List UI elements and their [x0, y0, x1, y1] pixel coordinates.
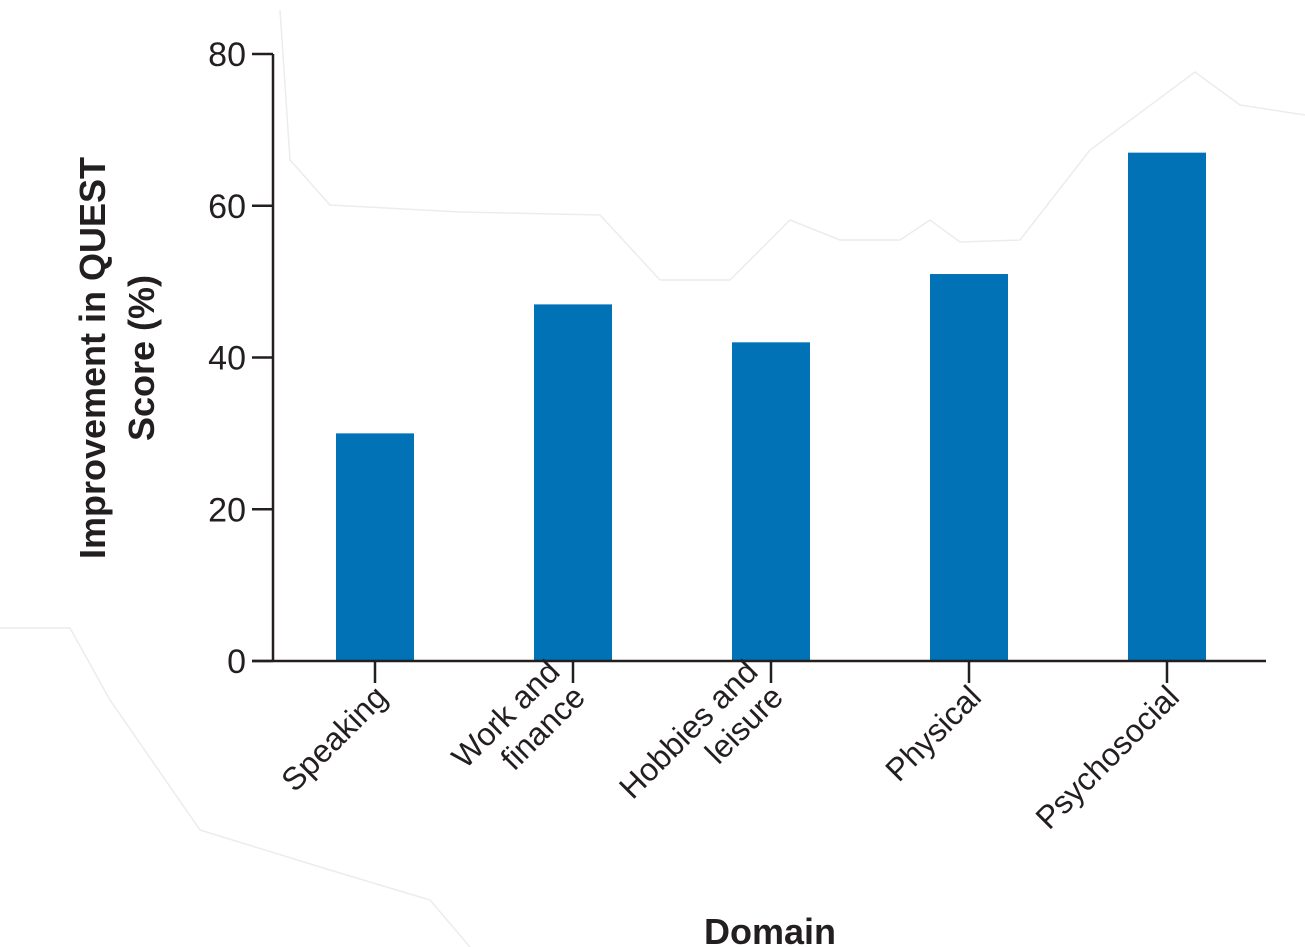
- y-axis-ticks: 0 20 40 60 80: [208, 36, 273, 681]
- x-tick-label: Psychosocial: [1028, 678, 1186, 836]
- bar: [1128, 152, 1206, 661]
- background-edge-lines: [0, 9, 1305, 947]
- bar: [732, 342, 810, 661]
- y-tick-label: 60: [208, 188, 246, 226]
- bar: [930, 274, 1008, 661]
- bar: [534, 304, 612, 661]
- y-axis-title: Improvement in QUEST Score (%): [72, 157, 162, 559]
- bar: [336, 433, 414, 661]
- x-tick-label-line: Psychosocial: [1028, 678, 1186, 836]
- bars: [336, 152, 1206, 661]
- y-axis-title-line-2: Score (%): [121, 275, 162, 441]
- x-axis-title: Domain: [704, 911, 836, 947]
- y-tick-label: 40: [208, 340, 246, 378]
- x-tick-label-line: Speaking: [274, 678, 394, 798]
- x-axis-ticks: [373, 661, 1169, 683]
- x-tick-label: Physical: [878, 678, 988, 788]
- y-axis-title-line-1: Improvement in QUEST: [72, 157, 113, 559]
- y-tick-label: 0: [227, 643, 246, 681]
- y-tick-label: 80: [208, 36, 246, 74]
- x-tick-label: Speaking: [274, 678, 394, 798]
- x-tick-label-line: Physical: [878, 678, 988, 788]
- y-tick-label: 20: [208, 491, 246, 529]
